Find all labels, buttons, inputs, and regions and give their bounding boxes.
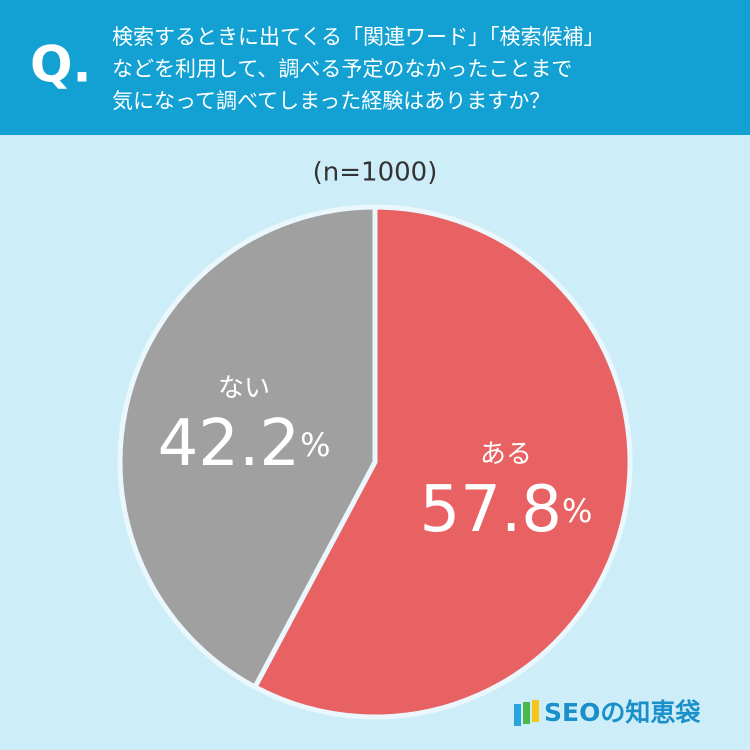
question-line: 気になって調べてしまった経験はありますか？ [112, 89, 550, 113]
slice-value-label: 42.2% [158, 407, 331, 481]
slice-category: ない [218, 374, 270, 404]
question-line: 検索するときに出てくる「関連ワード」「検索候補」 [112, 25, 604, 49]
logo-bar [514, 704, 521, 726]
logo-bar [532, 700, 539, 722]
brand-name: SEOの知恵袋 [544, 698, 701, 727]
slice-value-label: 57.8% [420, 472, 593, 546]
logo-bar [523, 702, 530, 724]
brand-logo: SEOの知恵袋 [514, 698, 701, 727]
slice-category: ある [480, 439, 532, 469]
question-line: などを利用して、調べる予定のなかったことまで [112, 57, 572, 81]
subtitle: (n=1000) [313, 158, 438, 188]
header-band [0, 0, 750, 135]
q-mark: Q. [30, 36, 92, 94]
pie-slice [252, 204, 633, 720]
pie-slice [117, 204, 378, 690]
